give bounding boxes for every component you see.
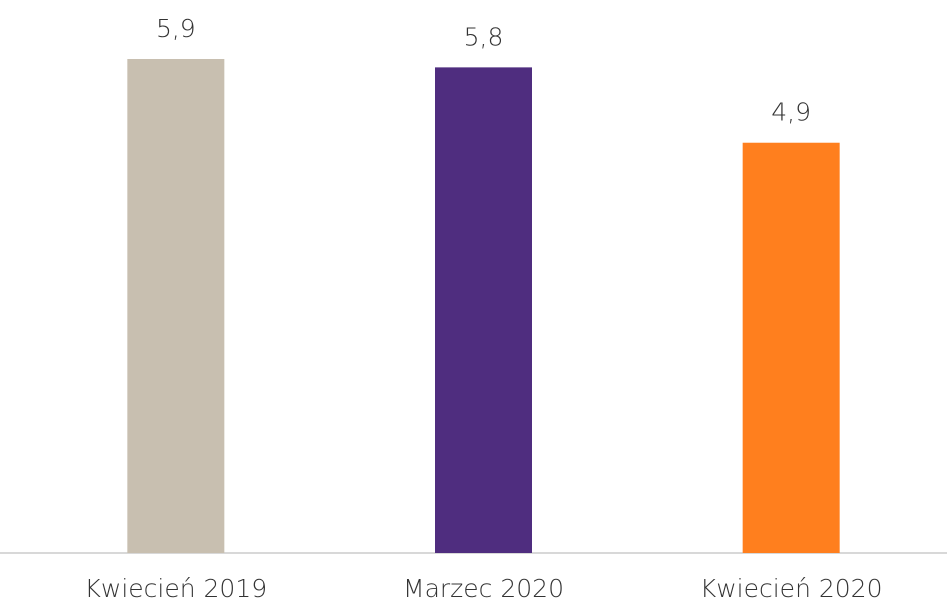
value-label: 5,8 (464, 22, 504, 51)
x-tick-label: Marzec 2020 (403, 574, 564, 603)
value-label: 4,9 (771, 98, 811, 127)
bar (742, 142, 840, 553)
x-tick-label: Kwiecień 2019 (85, 574, 268, 603)
x-tick-label: Kwiecień 2020 (700, 574, 883, 603)
value-label: 5,9 (156, 14, 196, 43)
bar (435, 67, 532, 554)
bar (127, 59, 225, 553)
